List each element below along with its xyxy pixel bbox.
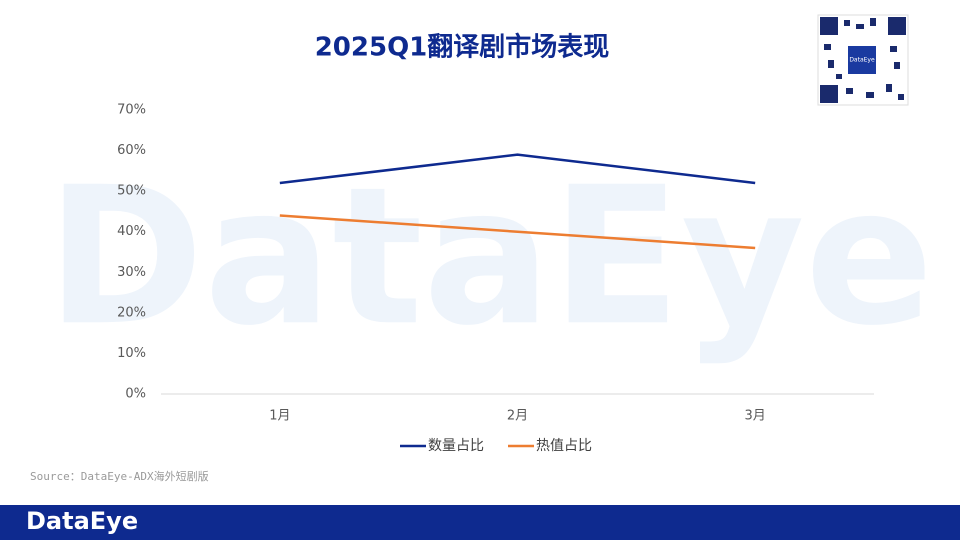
series-line [279, 214, 756, 250]
x-tick-label: 2月 [507, 409, 528, 424]
y-tick-label: 20% [117, 305, 146, 320]
legend-label: 热值占比 [536, 438, 592, 454]
qr-code: DataEye [817, 14, 909, 106]
y-tick-label: 70% [117, 103, 146, 118]
chart-title: 2025Q1翻译剧市场表现 [315, 32, 610, 63]
series-line [279, 153, 756, 185]
y-tick-label: 50% [117, 184, 146, 199]
y-tick-label: 30% [117, 265, 146, 280]
qr-label: DataEye [849, 57, 875, 64]
y-tick-label: 10% [117, 346, 146, 361]
x-tick-label: 1月 [269, 409, 290, 424]
y-tick-label: 60% [117, 143, 146, 158]
y-tick-label: 40% [117, 224, 146, 239]
footer-bar [0, 505, 960, 540]
source-note: Source：DataEye-ADX海外短剧版 [30, 469, 209, 483]
legend-label: 数量占比 [428, 438, 484, 454]
footer-logo: DataEye [26, 507, 138, 535]
y-tick-label: 0% [125, 387, 146, 402]
watermark: DataEye [46, 146, 933, 367]
x-tick-label: 3月 [745, 409, 766, 424]
